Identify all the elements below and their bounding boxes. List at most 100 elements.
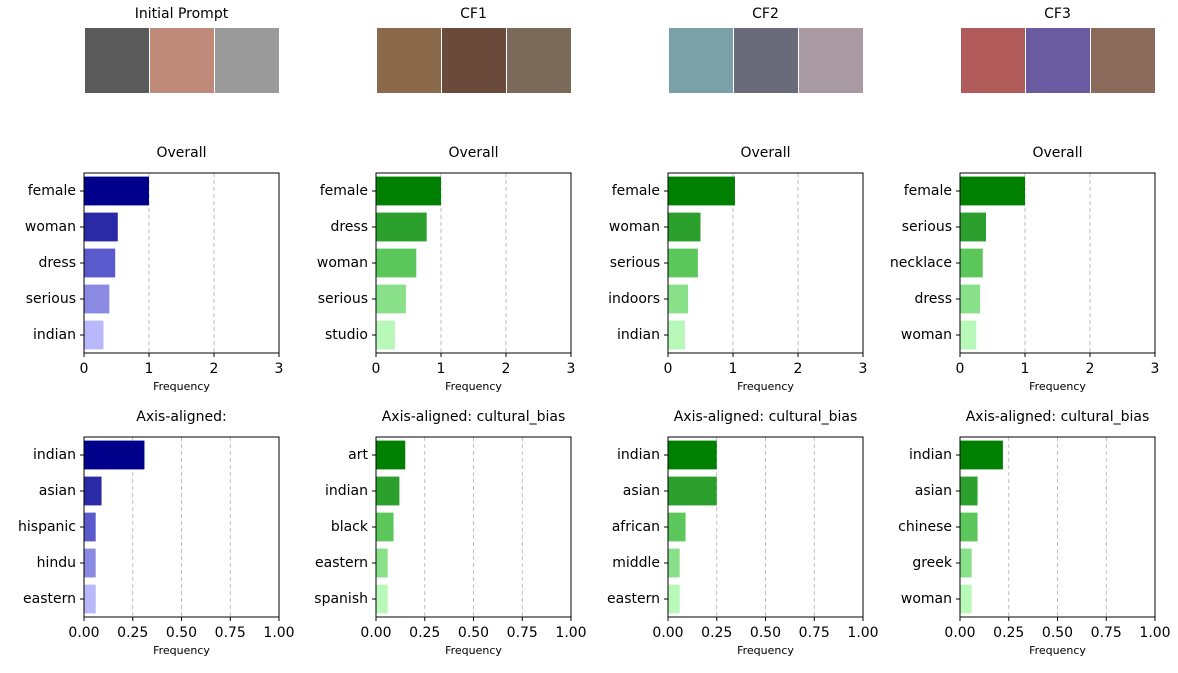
thumbnail xyxy=(150,28,214,93)
thumbnail xyxy=(377,28,441,93)
y-tick-label: dress xyxy=(914,291,952,307)
x-tick-label: 0.00 xyxy=(652,625,683,641)
column-title: Initial Prompt xyxy=(135,6,229,22)
bar xyxy=(84,440,145,470)
x-tick-label: 1 xyxy=(437,361,446,377)
bar xyxy=(376,584,388,614)
axes-frame xyxy=(959,172,1156,354)
y-tick-label: female xyxy=(612,183,660,199)
thumbnail xyxy=(85,28,149,93)
y-tick-label: hindu xyxy=(37,555,76,571)
bar xyxy=(960,248,983,278)
bar xyxy=(960,548,972,578)
x-tick-label: 0.75 xyxy=(799,625,830,641)
bar xyxy=(376,440,406,470)
thumbnail xyxy=(669,28,733,93)
bar xyxy=(668,548,680,578)
bar xyxy=(84,584,96,614)
x-tick-label: 1 xyxy=(1021,361,1030,377)
y-tick-label: indian xyxy=(617,447,660,463)
y-tick-label: asian xyxy=(915,483,952,499)
thumbnail xyxy=(961,28,1025,93)
x-tick-label: 1.00 xyxy=(847,625,878,641)
chart-title: Overall xyxy=(156,145,206,161)
bar xyxy=(84,212,118,242)
chart-title: Axis-aligned: cultural_bias xyxy=(674,409,858,425)
bar xyxy=(668,320,685,350)
x-tick-label: 3 xyxy=(567,361,576,377)
column-title: CF3 xyxy=(1044,6,1071,22)
chart-title: Axis-aligned: cultural_bias xyxy=(966,409,1150,425)
chart-title: Overall xyxy=(448,145,498,161)
axes-frame xyxy=(375,172,572,354)
x-axis-label: Frequency xyxy=(445,380,502,393)
y-tick-label: greek xyxy=(912,555,953,571)
y-tick-label: woman xyxy=(25,219,76,235)
bar xyxy=(376,476,400,506)
bar xyxy=(84,176,149,206)
thumbnail xyxy=(1091,28,1155,93)
x-tick-label: 1.00 xyxy=(1139,625,1170,641)
bar xyxy=(668,176,735,206)
bar xyxy=(960,476,978,506)
bar xyxy=(668,284,689,314)
y-tick-label: dress xyxy=(330,219,368,235)
x-tick-label: 0.50 xyxy=(750,625,781,641)
x-axis-label: Frequency xyxy=(445,644,502,657)
y-tick-label: woman xyxy=(901,591,952,607)
y-tick-label: eastern xyxy=(315,555,368,571)
bar xyxy=(668,248,698,278)
chart-title: Overall xyxy=(1032,145,1082,161)
y-tick-label: eastern xyxy=(23,591,76,607)
y-tick-label: serious xyxy=(610,255,660,271)
chart-title: Axis-aligned: cultural_bias xyxy=(382,409,566,425)
x-tick-label: 0 xyxy=(664,361,673,377)
x-tick-label: 1.00 xyxy=(555,625,586,641)
bar xyxy=(376,284,406,314)
y-tick-label: female xyxy=(904,183,952,199)
x-tick-label: 0.50 xyxy=(166,625,197,641)
x-axis-label: Frequency xyxy=(153,380,210,393)
y-tick-label: indian xyxy=(909,447,952,463)
x-tick-label: 0.50 xyxy=(1042,625,1073,641)
y-tick-label: female xyxy=(320,183,368,199)
bar xyxy=(84,248,116,278)
x-axis-label: Frequency xyxy=(1029,644,1086,657)
bar xyxy=(960,212,986,242)
y-tick-label: hispanic xyxy=(18,519,76,535)
axes-frame xyxy=(959,436,1156,618)
bar xyxy=(84,284,110,314)
bar xyxy=(668,476,717,506)
x-axis-label: Frequency xyxy=(737,380,794,393)
y-tick-label: spanish xyxy=(314,591,368,607)
axes-frame xyxy=(83,436,280,618)
bar xyxy=(376,248,417,278)
bar xyxy=(960,284,981,314)
y-tick-label: middle xyxy=(612,555,660,571)
bar xyxy=(376,176,441,206)
y-tick-label: female xyxy=(28,183,76,199)
bar xyxy=(668,584,680,614)
x-axis-label: Frequency xyxy=(737,644,794,657)
x-tick-label: 0.50 xyxy=(458,625,489,641)
column-title: CF2 xyxy=(752,6,779,22)
y-tick-label: asian xyxy=(623,483,660,499)
y-tick-label: woman xyxy=(901,327,952,343)
bar xyxy=(84,548,96,578)
x-tick-label: 2 xyxy=(1086,361,1095,377)
y-tick-label: african xyxy=(612,519,660,535)
bar xyxy=(376,212,427,242)
y-tick-label: asian xyxy=(39,483,76,499)
axes-frame xyxy=(667,436,864,618)
thumbnail xyxy=(215,28,279,93)
y-tick-label: serious xyxy=(902,219,952,235)
x-tick-label: 0.75 xyxy=(507,625,538,641)
x-tick-label: 0.75 xyxy=(215,625,246,641)
y-tick-label: chinese xyxy=(898,519,952,535)
bar xyxy=(960,584,972,614)
chart-title: Overall xyxy=(740,145,790,161)
x-tick-label: 3 xyxy=(859,361,868,377)
x-tick-label: 1 xyxy=(145,361,154,377)
bar xyxy=(668,440,717,470)
bar xyxy=(960,512,978,542)
